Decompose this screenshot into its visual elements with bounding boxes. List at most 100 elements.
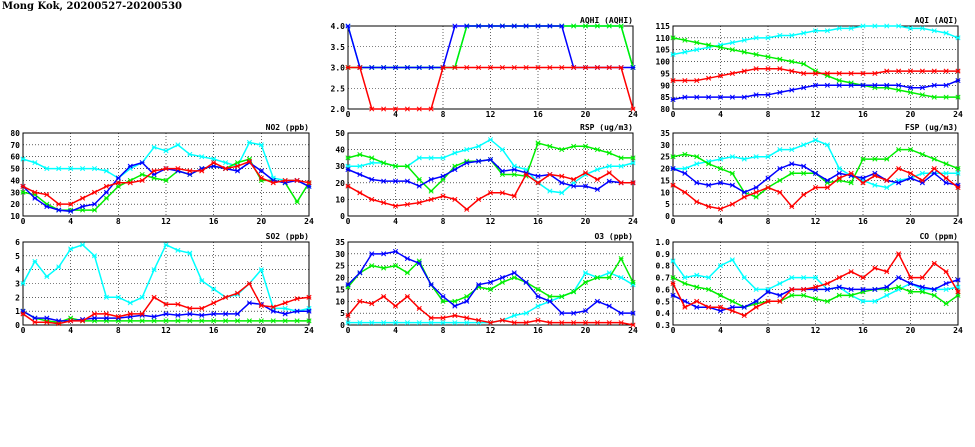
data-point — [499, 275, 505, 281]
data-point — [452, 303, 458, 309]
data-point — [872, 70, 878, 76]
data-point — [452, 312, 458, 319]
data-point — [955, 94, 961, 100]
data-point — [943, 175, 949, 181]
data-point — [777, 298, 783, 304]
data-point — [765, 154, 771, 160]
data-point — [392, 263, 399, 269]
data-point — [464, 298, 470, 304]
data-point — [753, 92, 759, 98]
data-point — [535, 140, 541, 146]
data-point — [896, 275, 902, 281]
x-tick-label: 0 — [21, 326, 26, 335]
data-point — [706, 161, 712, 167]
data-point — [824, 82, 830, 88]
data-point — [151, 314, 157, 320]
data-point — [211, 286, 217, 292]
data-point — [428, 155, 434, 161]
data-point — [836, 25, 842, 31]
x-tick-label: 0 — [671, 326, 676, 335]
x-tick-label: 0 — [346, 217, 351, 226]
x-tick-label: 0 — [671, 110, 676, 119]
data-point — [694, 47, 700, 53]
chart-title: SO2 (ppb) — [266, 232, 309, 241]
data-point — [246, 158, 252, 165]
data-point — [68, 166, 74, 172]
data-point — [282, 305, 288, 311]
data-point — [103, 168, 109, 174]
data-point — [428, 176, 434, 183]
x-tick-label: 8 — [441, 217, 446, 226]
data-point — [682, 280, 688, 287]
data-point — [931, 68, 937, 74]
data-point — [706, 182, 712, 188]
data-point — [789, 59, 795, 65]
y-tick-label: 0 — [340, 321, 345, 330]
data-point — [440, 298, 446, 304]
data-point — [872, 85, 878, 91]
data-point — [175, 166, 181, 172]
data-point — [511, 312, 517, 319]
x-tick-label: 16 — [533, 110, 543, 119]
data-point — [860, 70, 866, 76]
data-point — [416, 106, 422, 112]
x-tick-label: 20 — [257, 217, 267, 226]
x-tick-label: 8 — [766, 110, 771, 119]
data-point — [753, 184, 759, 191]
data-point — [884, 23, 890, 29]
data-point — [68, 246, 74, 252]
data-point — [44, 315, 50, 321]
data-point — [694, 284, 700, 290]
x-tick-label: 12 — [486, 110, 496, 119]
data-point — [824, 280, 830, 287]
data-point — [884, 284, 890, 290]
y-tick-label: 85 — [660, 93, 670, 102]
data-point — [246, 280, 252, 287]
data-point — [729, 40, 735, 46]
data-point — [175, 142, 181, 148]
y-tick-label: 0 — [665, 212, 670, 221]
x-tick-label: 12 — [811, 110, 821, 119]
x-tick-label: 12 — [161, 217, 171, 226]
x-tick-label: 20 — [581, 217, 591, 226]
data-point — [369, 64, 375, 71]
data-point — [151, 318, 157, 324]
data-point — [801, 192, 807, 198]
data-point — [428, 315, 434, 321]
data-point — [369, 106, 375, 112]
data-point — [729, 257, 735, 263]
data-point — [765, 92, 771, 98]
data-point — [428, 64, 434, 71]
data-point — [618, 180, 624, 186]
data-point — [717, 292, 724, 298]
data-point — [777, 166, 783, 172]
data-point — [872, 156, 878, 162]
y-tick-label: 10 — [335, 297, 345, 306]
x-tick-label: 8 — [441, 110, 446, 119]
data-point — [594, 23, 600, 29]
data-point — [931, 28, 937, 34]
data-point — [294, 199, 300, 205]
data-point — [139, 318, 145, 324]
data-point — [357, 190, 363, 196]
data-point — [706, 75, 712, 81]
x-tick-label: 0 — [671, 217, 676, 226]
data-point — [729, 70, 735, 76]
data-point — [955, 35, 961, 41]
data-point — [175, 301, 181, 307]
chart-title: RSP (ug/m3) — [580, 123, 633, 132]
y-tick-label: 2.5 — [331, 84, 346, 93]
data-point — [872, 173, 878, 179]
y-tick-label: 0 — [15, 321, 20, 330]
data-point — [345, 23, 351, 29]
data-point — [606, 178, 612, 184]
data-point — [907, 147, 914, 153]
data-point — [535, 23, 541, 29]
data-point — [392, 320, 399, 326]
data-point — [872, 182, 878, 188]
data-point — [381, 160, 387, 166]
data-point — [682, 170, 688, 176]
data-point — [594, 298, 600, 304]
data-point — [919, 289, 925, 295]
data-point — [670, 166, 676, 172]
